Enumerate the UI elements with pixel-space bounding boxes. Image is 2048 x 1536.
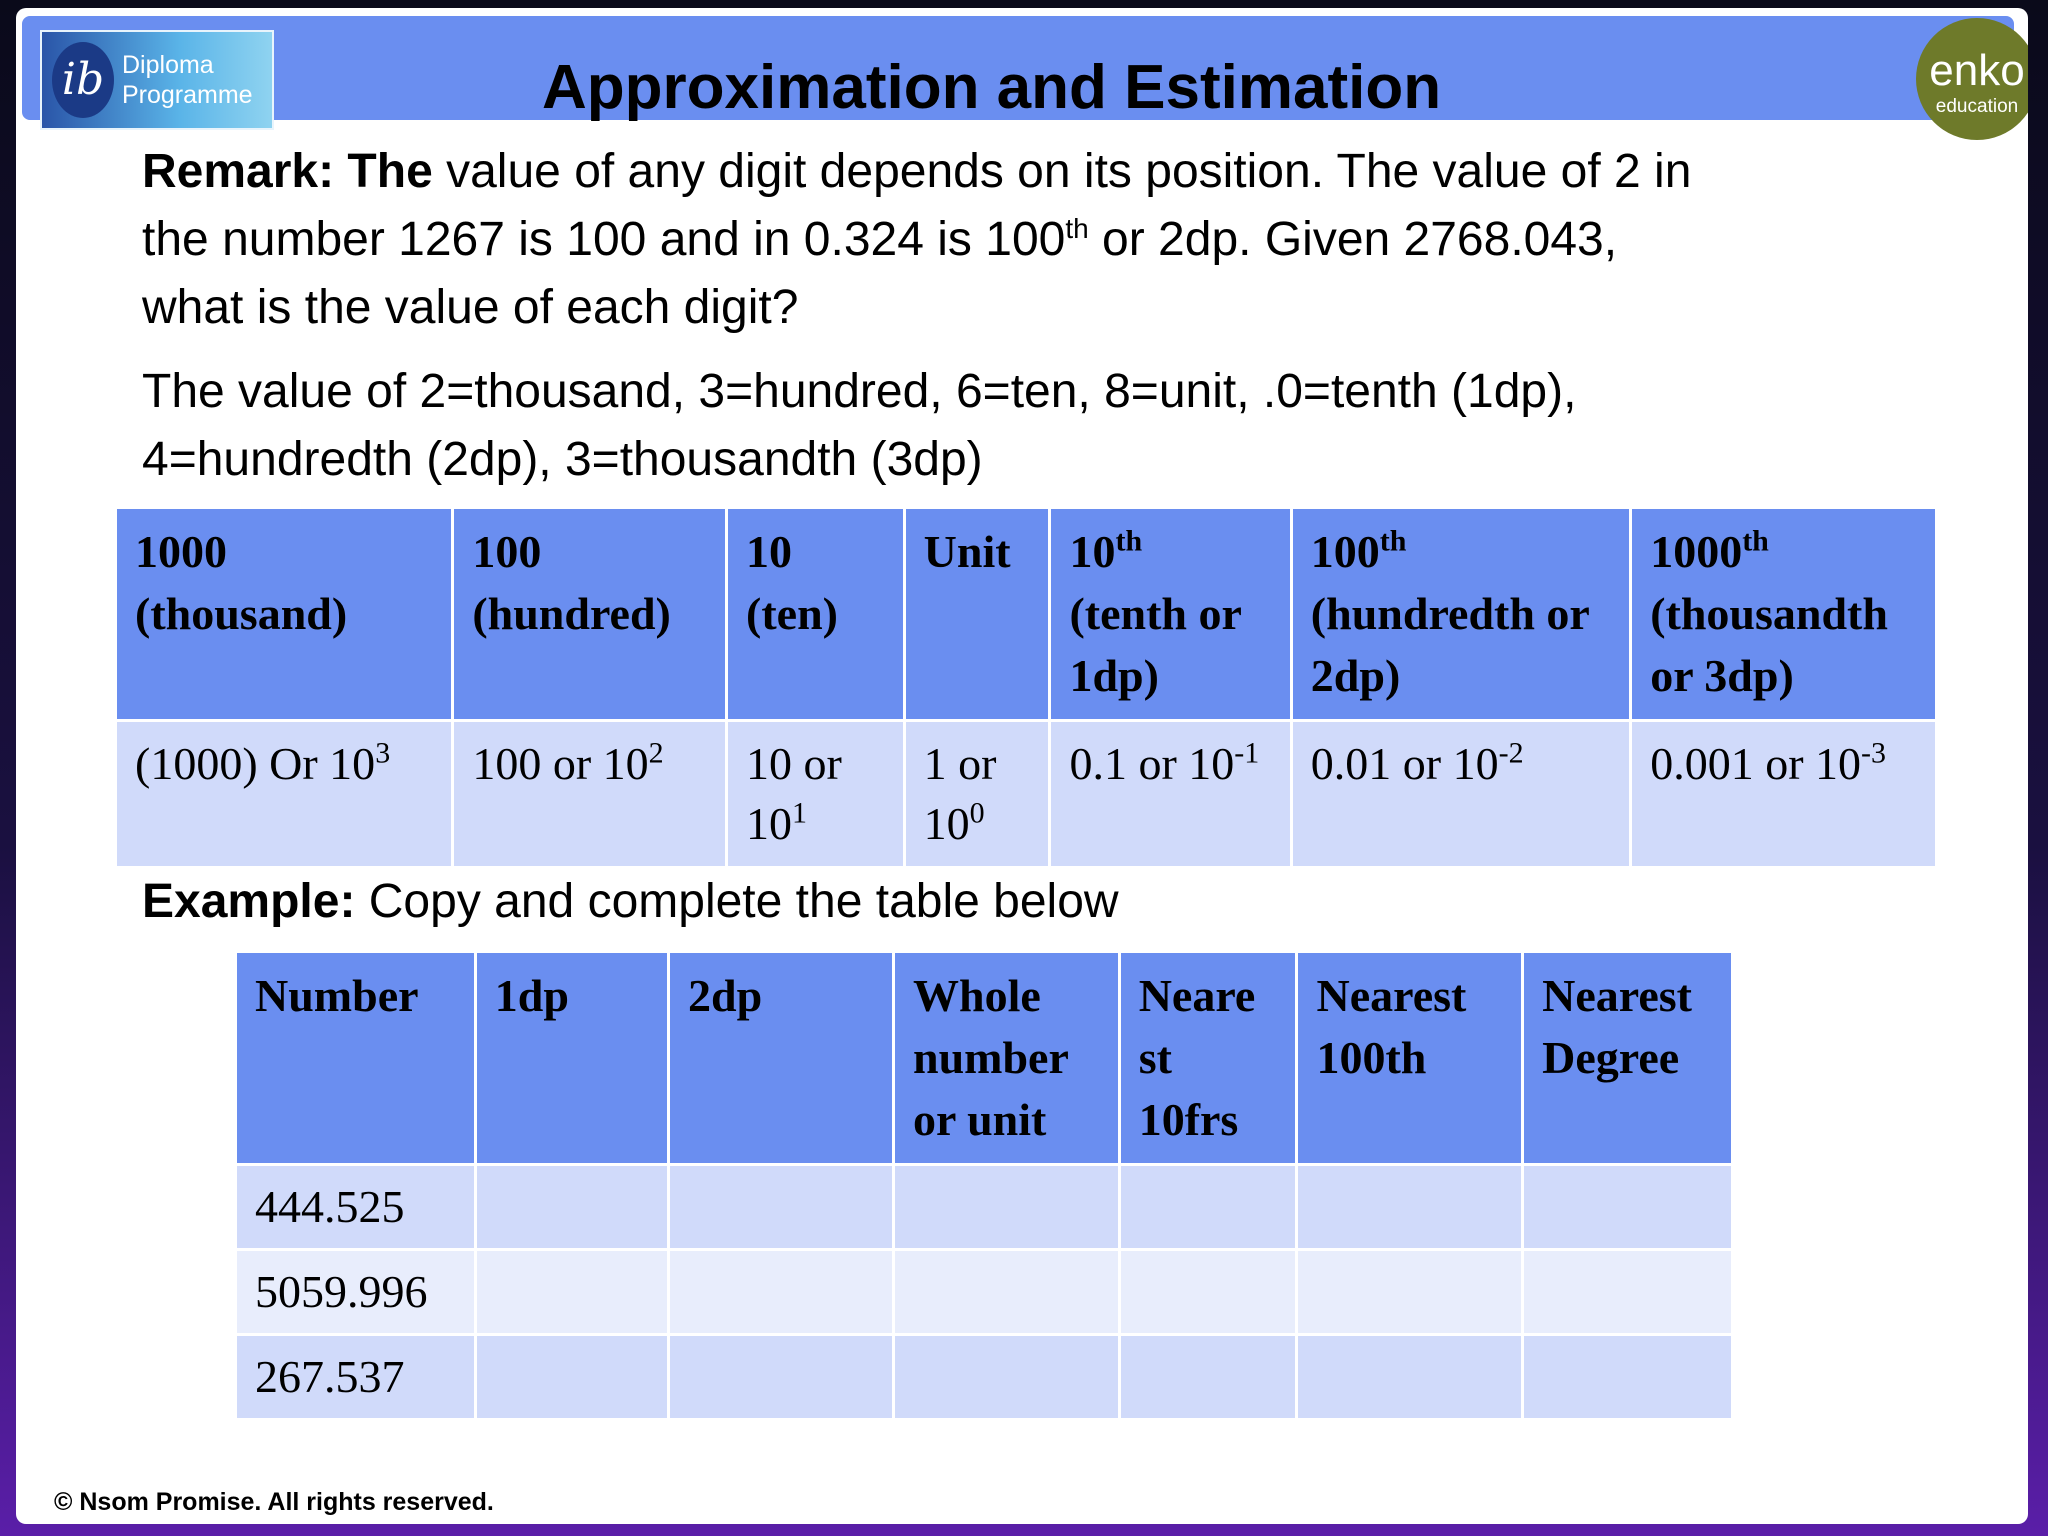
place-value-table: 1000 (thousand) 100 (hundred) 10 (ten) Unit…: [113, 506, 1938, 869]
table-row: 267.537: [234, 1333, 1734, 1421]
empty-cell: [891, 1163, 1121, 1251]
remark-line2-b: or 2dp. Given 2768.043,: [1088, 213, 1618, 266]
ib-logo-text: Diploma Programme: [122, 50, 253, 110]
place-value-cell: 0.01 or 10-2: [1289, 719, 1633, 869]
empty-cell: [1521, 1163, 1734, 1251]
example-header: Nearest Degree: [1521, 950, 1734, 1166]
place-value-header: 10 (ten): [725, 506, 906, 722]
empty-cell: [1521, 1248, 1734, 1336]
empty-cell: [1295, 1163, 1525, 1251]
empty-cell: [667, 1333, 895, 1421]
place-value-header: 1000 (thousand): [113, 506, 455, 722]
place-value-header: Unit: [902, 506, 1052, 722]
empty-cell: [1295, 1333, 1525, 1421]
ib-logo-line2: Programme: [122, 81, 253, 109]
example-table: Number 1dp 2dp Whole number or unit Near…: [234, 950, 1734, 1421]
remark-label: Remark: The: [142, 145, 433, 198]
place-value-cell: 0.001 or 10-3: [1629, 719, 1938, 869]
empty-cell: [891, 1333, 1121, 1421]
enko-logo-line2: education: [1935, 96, 2019, 117]
empty-cell: [1117, 1248, 1299, 1336]
number-cell: 267.537: [234, 1333, 477, 1421]
example-header: Nearest 100th: [1295, 950, 1525, 1166]
example-line: Example: Copy and complete the table bel…: [142, 868, 1119, 936]
remark-line2-sup: th: [1065, 213, 1089, 244]
answer-line2: 4=hundredth (2dp), 3=thousandth (3dp): [142, 433, 983, 486]
empty-cell: [667, 1248, 895, 1336]
place-value-header: 10th (tenth or 1dp): [1048, 506, 1293, 722]
place-value-header: 100 (hundred): [451, 506, 729, 722]
place-value-cell: 0.1 or 10-1: [1048, 719, 1293, 869]
ib-logo-line1: Diploma: [122, 51, 214, 79]
empty-cell: [1295, 1248, 1525, 1336]
remark-line1: Remark: The value of any digit depends o…: [142, 138, 1691, 206]
place-value-cell: 10 or 101: [725, 719, 906, 869]
enko-logo: enko education: [1916, 18, 2028, 140]
empty-cell: [473, 1248, 671, 1336]
empty-cell: [1521, 1333, 1734, 1421]
example-header: 1dp: [473, 950, 671, 1166]
example-header: Neare st 10frs: [1117, 950, 1299, 1166]
example-header: Whole number or unit: [891, 950, 1121, 1166]
example-text: Copy and complete the table below: [355, 875, 1119, 928]
ib-logo: ib Diploma Programme: [40, 30, 274, 130]
remark-line3: what is the value of each digit?: [142, 281, 799, 334]
example-label: Example:: [142, 875, 356, 928]
copyright-footer: © Nsom Promise. All rights reserved.: [54, 1488, 494, 1516]
remark-line2-a: the number 1267 is 100 and in 0.324 is 1…: [142, 213, 1066, 266]
answer-line1: The value of 2=thousand, 3=hundred, 6=te…: [142, 365, 1577, 418]
empty-cell: [891, 1248, 1121, 1336]
empty-cell: [1117, 1163, 1299, 1251]
table-row: 444.525: [234, 1163, 1734, 1251]
example-header: 2dp: [667, 950, 895, 1166]
empty-cell: [473, 1163, 671, 1251]
empty-cell: [667, 1163, 895, 1251]
place-value-header-row: 1000 (thousand) 100 (hundred) 10 (ten) Unit…: [113, 506, 1938, 722]
answer-paragraph: The value of 2=thousand, 3=hundred, 6=te…: [142, 358, 1576, 494]
empty-cell: [473, 1333, 671, 1421]
place-value-cell: (1000) Or 103: [113, 719, 455, 869]
place-value-header: 100th (hundredth or 2dp): [1289, 506, 1633, 722]
ib-logo-mark: ib: [52, 42, 114, 118]
slide: ib Diploma Programme Approximation and E…: [16, 8, 2028, 1524]
number-cell: 5059.996: [234, 1248, 477, 1336]
example-header: Number: [234, 950, 477, 1166]
place-value-header: 1000th (thousandth or 3dp): [1629, 506, 1938, 722]
remark-paragraph: Remark: The value of any digit depends o…: [142, 138, 1691, 342]
number-cell: 444.525: [234, 1163, 477, 1251]
example-header-row: Number 1dp 2dp Whole number or unit Near…: [234, 950, 1734, 1166]
remark-line1-text: value of any digit depends on its positi…: [432, 145, 1692, 198]
remark-line2: the number 1267 is 100 and in 0.324 is 1…: [142, 206, 1691, 274]
slide-title: Approximation and Estimation: [542, 53, 1442, 122]
header-bar: ib Diploma Programme Approximation and E…: [18, 12, 2018, 130]
place-value-cell: 100 or 102: [451, 719, 729, 869]
enko-logo-line1: enko: [1929, 46, 2025, 95]
place-value-value-row: (1000) Or 103 100 or 102 10 or 101 1 or …: [113, 719, 1938, 869]
place-value-cell: 1 or 100: [902, 719, 1052, 869]
empty-cell: [1117, 1333, 1299, 1421]
table-row: 5059.996: [234, 1248, 1734, 1336]
